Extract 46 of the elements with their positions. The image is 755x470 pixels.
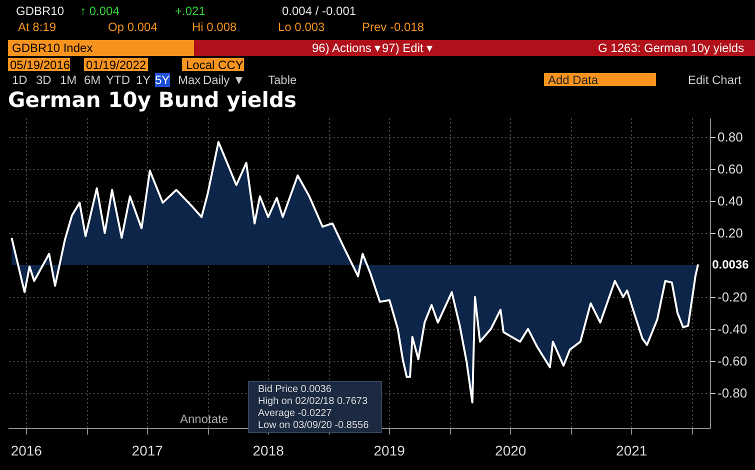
y-tick-label: -0.60 <box>718 353 748 368</box>
text: Edit Chart <box>688 73 742 87</box>
annotation: Bid Price 0.0036 <box>258 383 332 396</box>
y-tick-label: 0.60 <box>718 162 743 177</box>
text: +.021 <box>175 4 206 18</box>
y-tick-label: 0.80 <box>718 130 743 145</box>
text: YTD <box>106 73 130 87</box>
text: GDBR10 Index <box>12 41 93 55</box>
text: GDBR10 <box>16 4 64 18</box>
chart-title: German 10y Bund yields <box>8 88 296 112</box>
annotation: High on 02/02/18 0.7673 <box>258 395 368 409</box>
text: 97) Edit ▾ <box>382 41 433 55</box>
text: Table <box>268 73 297 87</box>
text: At 8:19 <box>18 20 56 34</box>
text: 3D <box>36 73 52 87</box>
x-tick-label: 2018 <box>252 442 284 458</box>
data-label: 0.0036 <box>712 257 750 272</box>
y-tick-label: -0.80 <box>718 385 748 400</box>
text: Max <box>178 73 201 87</box>
x-tick-label: 2021 <box>616 442 648 458</box>
text: G 1263: German 10y yields <box>598 41 744 55</box>
text: 6M <box>84 73 101 87</box>
text: Add Data <box>548 73 598 87</box>
x-tick-label: 2017 <box>132 442 164 458</box>
annotation: Low on 03/09/20 -0.8556 <box>258 419 369 433</box>
text: Prev -0.018 <box>362 20 424 34</box>
text: ↑ 0.004 <box>80 4 120 18</box>
text: Hi 0.008 <box>192 20 237 34</box>
y-tick-label: -0.40 <box>718 321 748 336</box>
text: Daily ▼ <box>203 73 245 87</box>
y-tick-label: 0.40 <box>718 194 743 209</box>
annotation: Annotate <box>180 412 228 426</box>
y-tick-label: 0.20 <box>718 226 743 241</box>
annotation: Average -0.0227 <box>258 407 332 420</box>
text: 1M <box>60 73 77 87</box>
text: 1D <box>12 73 28 87</box>
x-tick-label: 2020 <box>495 442 526 458</box>
text: 96) Actions ▾ <box>312 41 381 55</box>
text: Op 0.004 <box>108 20 158 34</box>
text: 5Y <box>155 73 170 87</box>
text: 1Y <box>136 73 151 87</box>
text: Lo 0.003 <box>278 20 325 34</box>
y-tick-label: -0.20 <box>718 289 748 304</box>
x-tick-label: 2019 <box>374 442 406 458</box>
x-tick-label: 2016 <box>10 442 42 458</box>
text: 0.004 / -0.001 <box>282 4 356 18</box>
